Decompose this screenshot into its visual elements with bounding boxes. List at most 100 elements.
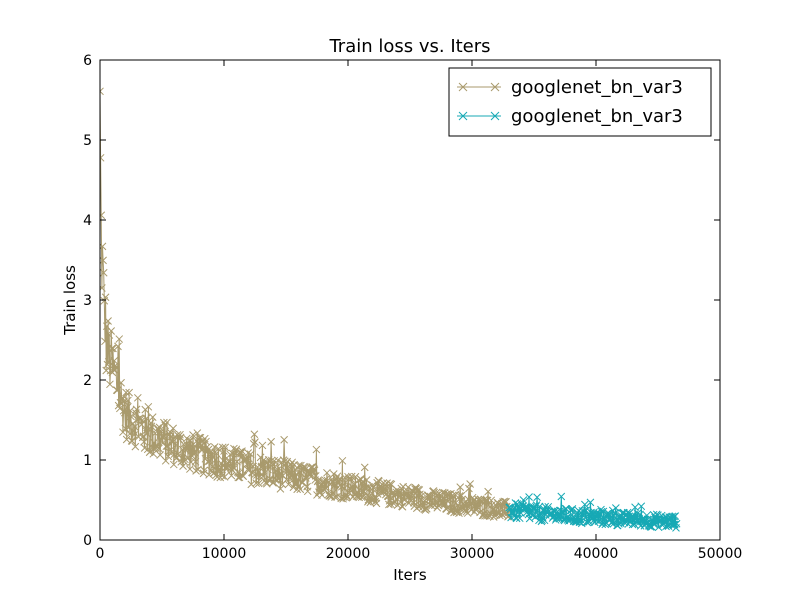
data-point (287, 471, 296, 480)
data-point (231, 449, 240, 458)
data-point (451, 490, 460, 499)
x-tick-label: 30000 (450, 546, 495, 562)
data-point (146, 447, 155, 456)
data-point (280, 435, 288, 444)
data-point (323, 468, 331, 477)
y-tick-label: 2 (83, 373, 92, 389)
data-point (214, 445, 223, 453)
data-point (210, 443, 219, 451)
data-point (100, 284, 106, 292)
data-point (122, 388, 130, 397)
data-point (558, 507, 566, 516)
data-point (160, 432, 169, 441)
y-tick-label: 4 (83, 213, 92, 229)
legend-marker (490, 111, 500, 121)
data-point (496, 511, 504, 520)
data-point (247, 480, 256, 489)
data-point (194, 465, 202, 474)
y-tick-label: 5 (83, 133, 92, 149)
data-point (432, 489, 440, 498)
data-point (358, 479, 367, 488)
data-point (250, 430, 259, 439)
data-point (100, 256, 107, 265)
data-point (128, 437, 137, 445)
data-point (232, 445, 241, 454)
legend: googlenet_bn_var3 googlenet_bn_var3 (448, 67, 712, 137)
data-point (212, 449, 221, 458)
data-point (347, 475, 355, 484)
data-point (161, 456, 170, 465)
data-point (158, 432, 166, 441)
data-point (608, 517, 616, 526)
data-point (597, 507, 606, 516)
data-point (636, 522, 645, 530)
data-point (109, 344, 117, 353)
data-point (130, 431, 138, 439)
data-point (634, 517, 643, 526)
data-point (568, 505, 577, 513)
x-tick-label: 50000 (698, 546, 743, 562)
data-point (220, 473, 229, 481)
data-point (231, 446, 240, 455)
data-point (582, 506, 590, 515)
data-point (303, 487, 312, 496)
data-point (327, 493, 336, 501)
legend-marker (458, 82, 468, 92)
data-point (669, 520, 678, 529)
data-point (155, 444, 163, 453)
data-point (580, 507, 589, 515)
data-point (252, 479, 261, 487)
data-point (114, 342, 122, 351)
data-point (334, 477, 343, 485)
data-point (386, 500, 395, 509)
legend-label: googlenet_bn_var3 (511, 77, 683, 98)
data-point (206, 448, 215, 457)
data-point (448, 491, 457, 500)
plot-area (100, 87, 681, 532)
data-point (117, 378, 125, 387)
data-point (670, 512, 678, 521)
data-point (332, 493, 341, 501)
data-point (466, 480, 474, 488)
data-point (287, 460, 295, 469)
data-point (631, 503, 639, 512)
data-point (165, 430, 174, 439)
data-point (104, 317, 112, 325)
data-point (580, 500, 589, 509)
data-point (498, 511, 507, 519)
y-tick-label: 6 (83, 53, 92, 69)
data-point (338, 456, 347, 465)
data-point (100, 211, 106, 220)
data-point (586, 498, 595, 507)
data-point (293, 475, 302, 484)
data-point (238, 447, 246, 455)
data-point (160, 418, 168, 427)
data-point (120, 408, 129, 417)
data-point (186, 465, 194, 473)
data-point (169, 460, 178, 469)
data-point (243, 465, 252, 474)
data-point (382, 487, 391, 495)
data-point (671, 512, 680, 520)
data-point (439, 488, 447, 497)
data-point (576, 518, 584, 527)
axes: 0 10000 20000 30000 40000 50000 0 1 2 3 4 5 6 (83, 53, 742, 562)
data-point (251, 438, 259, 447)
data-point (668, 512, 677, 521)
data-point (100, 153, 105, 162)
data-point (331, 493, 339, 502)
data-point (143, 429, 151, 438)
data-point (203, 443, 212, 451)
data-point (254, 479, 263, 488)
data-point (637, 502, 646, 511)
data-point (189, 431, 197, 439)
data-point (225, 457, 234, 465)
data-point (244, 454, 253, 463)
y-tick-label: 1 (83, 453, 92, 469)
data-point (100, 268, 108, 277)
series-markers-2 (505, 492, 681, 532)
data-point (533, 493, 541, 502)
data-point (119, 428, 127, 437)
